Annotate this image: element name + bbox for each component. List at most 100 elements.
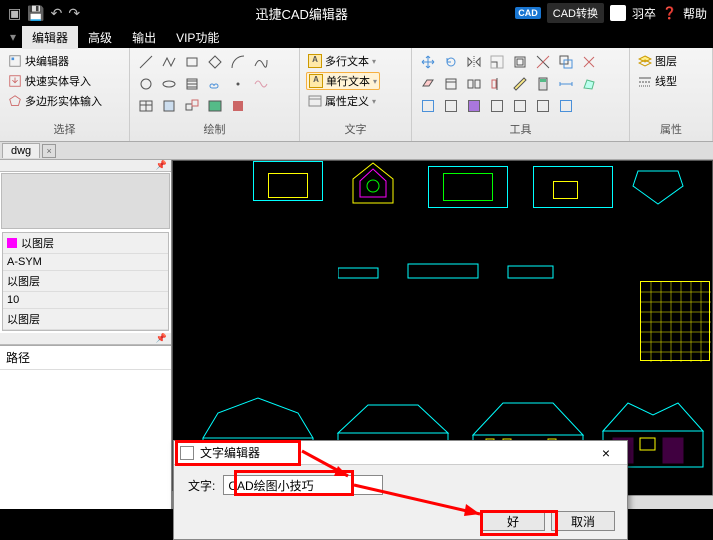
props-tool-icon[interactable] bbox=[441, 74, 461, 94]
file-tab-close-icon[interactable]: × bbox=[42, 144, 56, 158]
offset-tool-icon[interactable] bbox=[510, 52, 530, 72]
ribbon-group-select: 块编辑器 快速实体导入 多边形实体输入 选择 bbox=[0, 48, 130, 141]
chevron-down-icon: ▾ bbox=[372, 97, 376, 106]
copy-tool-icon[interactable] bbox=[556, 52, 576, 72]
layer-row[interactable]: A-SYM bbox=[3, 254, 168, 271]
t4-icon[interactable] bbox=[487, 96, 507, 116]
block-editor-button[interactable]: 块编辑器 bbox=[6, 52, 104, 70]
ribbon-group-draw: 绘制 bbox=[130, 48, 300, 141]
table-tool-icon[interactable] bbox=[136, 96, 156, 116]
insert-tool-icon[interactable] bbox=[182, 96, 202, 116]
circle-tool-icon[interactable] bbox=[136, 74, 156, 94]
scale-tool-icon[interactable] bbox=[487, 52, 507, 72]
erase-tool-icon[interactable] bbox=[418, 74, 438, 94]
freehand-tool-icon[interactable] bbox=[251, 74, 271, 94]
t1-icon[interactable] bbox=[418, 96, 438, 116]
mtext-button[interactable]: A多行文本▾ bbox=[306, 52, 380, 70]
align-tool-icon[interactable] bbox=[487, 74, 507, 94]
cad-plan-row bbox=[253, 161, 693, 221]
layer-row[interactable]: 以图层 bbox=[3, 271, 168, 292]
dialog-close-icon[interactable]: × bbox=[591, 445, 621, 461]
save-icon[interactable]: 💾 bbox=[27, 5, 44, 22]
attr-def-button[interactable]: 属性定义▾ bbox=[306, 92, 380, 110]
mtext-icon: A bbox=[308, 54, 322, 68]
layer-icon bbox=[638, 54, 652, 68]
wipeout-tool-icon[interactable] bbox=[228, 96, 248, 116]
title-bar-left-icons: ▣ 💾 ↶ ↷ bbox=[0, 5, 88, 22]
ribbon-group-props: 图层 线型 属性 bbox=[630, 48, 713, 141]
layer-row[interactable]: 以图层 bbox=[3, 309, 168, 330]
undo-icon[interactable]: ↶ bbox=[51, 5, 63, 22]
area-tool-icon[interactable] bbox=[579, 74, 599, 94]
menu-dropdown-icon[interactable]: ▾ bbox=[4, 30, 22, 44]
attr-icon bbox=[308, 94, 322, 108]
rotate-tool-icon[interactable] bbox=[441, 52, 461, 72]
layer-button[interactable]: 图层 bbox=[636, 52, 679, 70]
t6-icon[interactable] bbox=[533, 96, 553, 116]
t2-icon[interactable] bbox=[441, 96, 461, 116]
linetype-icon bbox=[638, 74, 652, 88]
ribbon-title-props: 属性 bbox=[636, 119, 706, 139]
image-tool-icon[interactable] bbox=[205, 96, 225, 116]
rect-tool-icon[interactable] bbox=[182, 52, 202, 72]
help-label: 帮助 bbox=[683, 5, 707, 22]
line-tool-icon[interactable] bbox=[136, 52, 156, 72]
t5-icon[interactable] bbox=[510, 96, 530, 116]
cad-convert-button[interactable]: CAD转换 bbox=[547, 3, 604, 23]
stext-button[interactable]: A单行文本▾ bbox=[306, 72, 380, 90]
dim-tool-icon[interactable] bbox=[556, 74, 576, 94]
panel-spacer bbox=[1, 173, 170, 229]
calc-tool-icon[interactable] bbox=[533, 74, 553, 94]
panel-pin-icon[interactable]: 📌 bbox=[0, 160, 171, 172]
block-icon bbox=[8, 54, 22, 68]
text-field-label: 文字: bbox=[188, 477, 215, 494]
file-tab[interactable]: dwg bbox=[2, 143, 40, 158]
hatch-tool-icon[interactable] bbox=[182, 74, 202, 94]
arc-tool-icon[interactable] bbox=[228, 52, 248, 72]
ribbon-group-text: A多行文本▾ A单行文本▾ 属性定义▾ 文字 bbox=[300, 48, 412, 141]
layer-row[interactable]: 10 bbox=[3, 292, 168, 309]
stext-icon: A bbox=[309, 74, 323, 88]
mirror-tool-icon[interactable] bbox=[464, 52, 484, 72]
quick-import-button[interactable]: 快速实体导入 bbox=[6, 72, 104, 90]
help-icon[interactable]: ❓ bbox=[662, 6, 677, 20]
ribbon-title-draw: 绘制 bbox=[136, 119, 293, 139]
title-bar: ▣ 💾 ↶ ↷ 迅捷CAD编辑器 CAD CAD转换 羽卒 ❓ 帮助 bbox=[0, 0, 713, 26]
path-panel-pin-icon[interactable]: 📌 bbox=[0, 333, 171, 345]
group-tool-icon[interactable] bbox=[464, 74, 484, 94]
move-tool-icon[interactable] bbox=[418, 52, 438, 72]
explode-tool-icon[interactable] bbox=[579, 52, 599, 72]
user-name-label: 羽卒 bbox=[632, 5, 656, 22]
menu-output[interactable]: 输出 bbox=[122, 26, 166, 49]
polyline-tool-icon[interactable] bbox=[159, 52, 179, 72]
polygon-input-button[interactable]: 多边形实体输入 bbox=[6, 92, 104, 110]
ellipse-tool-icon[interactable] bbox=[159, 74, 179, 94]
cancel-button[interactable]: 取消 bbox=[551, 511, 615, 531]
title-bar-right: CAD CAD转换 羽卒 ❓ 帮助 bbox=[515, 3, 713, 23]
block-tool-icon[interactable] bbox=[159, 96, 179, 116]
ribbon-group-tools: 工具 bbox=[412, 48, 630, 141]
polygon-tool-icon[interactable] bbox=[205, 52, 225, 72]
menu-vip[interactable]: VIP功能 bbox=[166, 26, 229, 49]
t7-icon[interactable] bbox=[556, 96, 576, 116]
t3-icon[interactable] bbox=[464, 96, 484, 116]
annotation-arrow-2 bbox=[352, 480, 492, 522]
layer-row[interactable]: 以图层 bbox=[3, 233, 168, 254]
spline-tool-icon[interactable] bbox=[251, 52, 271, 72]
menu-advanced[interactable]: 高级 bbox=[78, 26, 122, 49]
path-panel-title: 路径 bbox=[0, 346, 171, 370]
redo-icon[interactable]: ↷ bbox=[68, 5, 80, 22]
trim-tool-icon[interactable] bbox=[533, 52, 553, 72]
import-icon bbox=[8, 74, 22, 88]
chevron-down-icon: ▾ bbox=[372, 57, 376, 66]
left-panel: 📌 以图层 A-SYM 以图层 10 以图层 📌 路径 bbox=[0, 160, 172, 509]
menu-editor[interactable]: 编辑器 bbox=[22, 26, 78, 49]
ribbon-title-select: 选择 bbox=[6, 119, 123, 139]
point-tool-icon[interactable] bbox=[228, 74, 248, 94]
linetype-button[interactable]: 线型 bbox=[636, 72, 679, 90]
user-avatar-icon[interactable] bbox=[610, 5, 626, 21]
chevron-down-icon: ▾ bbox=[373, 77, 377, 86]
app-icon: ▣ bbox=[8, 5, 21, 22]
measure-tool-icon[interactable] bbox=[510, 74, 530, 94]
cloud-tool-icon[interactable] bbox=[205, 74, 225, 94]
